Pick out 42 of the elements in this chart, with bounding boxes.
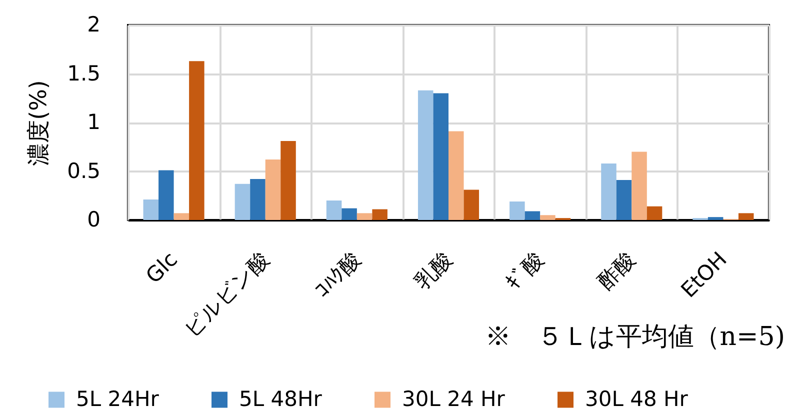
- x-tick-label: 乳酸: [410, 247, 457, 294]
- bar: [540, 215, 556, 220]
- bar: [189, 61, 204, 220]
- legend-label: 5L 48Hr: [239, 386, 322, 411]
- bar: [280, 141, 296, 220]
- bar: [601, 163, 616, 220]
- bar: [510, 201, 525, 220]
- bar: [738, 213, 754, 220]
- y-axis-title: 濃度(%): [26, 80, 52, 166]
- y-tick-label: 0: [87, 208, 100, 232]
- bar: [326, 200, 342, 220]
- x-tick-label: Glc: [141, 247, 182, 288]
- y-tick-label: 0.5: [67, 158, 100, 183]
- x-tick-label: ピルビン酸: [180, 247, 274, 342]
- bar: [646, 206, 662, 220]
- bar: [234, 184, 250, 220]
- x-tick-label: ｷﾞ酸: [500, 247, 548, 295]
- y-tick-label: 2: [87, 12, 100, 36]
- y-tick-label: 1.5: [67, 61, 100, 86]
- legend-label: 30L 24 Hr: [402, 386, 506, 411]
- text: ※ ５Ｌは平均値（n=5): [484, 322, 785, 352]
- bar: [464, 190, 480, 220]
- bar: [158, 170, 174, 220]
- bar: [616, 180, 632, 220]
- y-tick-label: 1: [87, 110, 100, 134]
- bar: [708, 217, 724, 220]
- x-tick-label: ｺﾊｸ酸: [310, 247, 366, 302]
- bar: [143, 200, 159, 220]
- bar: [632, 152, 647, 220]
- x-tick-label: 酢酸: [593, 247, 640, 294]
- legend-label: 30L 48 Hr: [585, 386, 688, 411]
- bar: [372, 209, 388, 220]
- bar: [342, 208, 357, 220]
- bar: [265, 160, 281, 220]
- bar: [356, 213, 372, 220]
- bar: [524, 211, 540, 220]
- legend-label: 5L 24Hr: [76, 386, 160, 411]
- bar: [448, 131, 464, 220]
- bar: [418, 90, 434, 220]
- bar: [433, 93, 448, 220]
- bar: [174, 213, 190, 220]
- bar: [250, 179, 266, 220]
